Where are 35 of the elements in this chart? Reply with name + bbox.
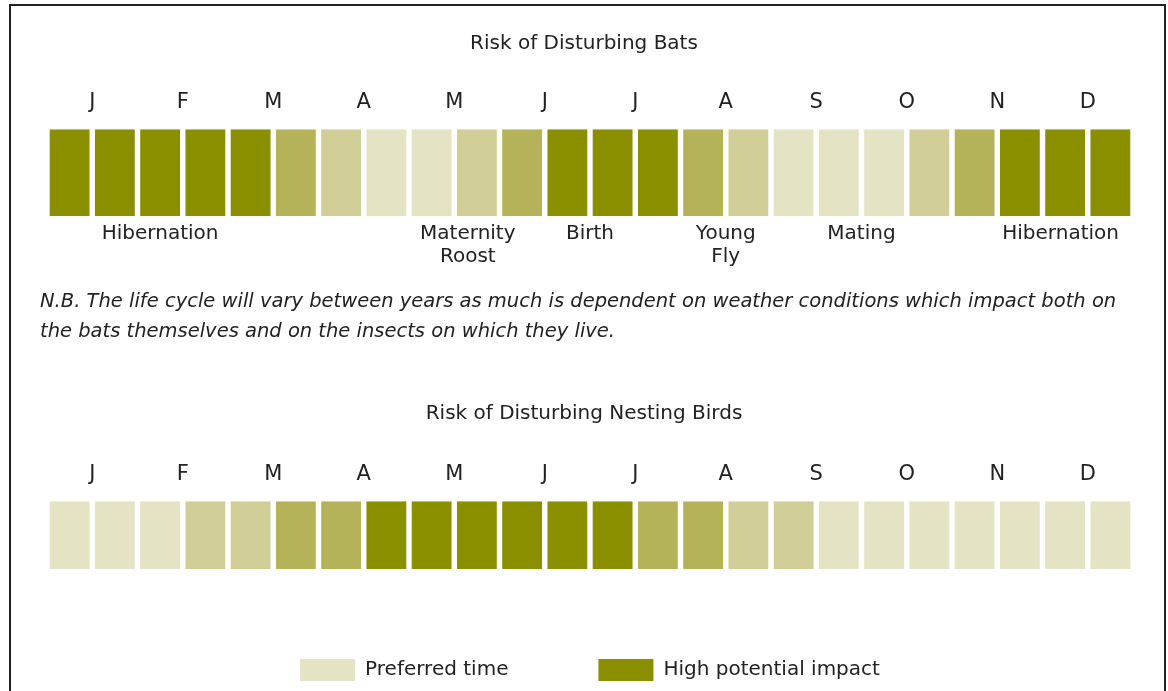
x-tick-label: D <box>1079 461 1096 486</box>
text: Birth <box>565 220 615 245</box>
x-tick-label: F <box>176 89 189 114</box>
x-tick-label: J <box>539 461 548 486</box>
x-tick-label: J <box>539 89 548 114</box>
x-tick-label: A <box>356 89 372 114</box>
legend-label: High potential impact <box>663 656 881 681</box>
chart-title: Risk of Disturbing Bats <box>469 30 699 54</box>
x-tick-label: D <box>1079 89 1096 114</box>
x-tick-label: S <box>809 89 823 114</box>
text: Maternity Roost <box>420 220 516 268</box>
x-tick-label: O <box>898 89 916 114</box>
x-tick-label: M <box>264 461 283 486</box>
text: Young Fly <box>694 220 756 268</box>
x-tick-label: M <box>264 89 283 114</box>
text: Hibernation <box>1002 220 1119 245</box>
x-tick-label: F <box>176 461 189 486</box>
x-tick-label: N <box>989 461 1006 486</box>
legend-label: Preferred time <box>365 656 509 681</box>
x-tick-label: A <box>718 89 734 114</box>
x-tick-label: O <box>898 461 916 486</box>
x-tick-label: N <box>989 89 1006 114</box>
chart-title: Risk of Disturbing Nesting Birds <box>424 400 744 424</box>
x-tick-label: J <box>630 89 639 114</box>
text: N.B. The life cycle will vary between years as much is dependent on weather conditions which impact both on the bats themselves and on the insects on which they live. <box>40 288 1118 344</box>
x-tick-label: M <box>445 461 464 486</box>
text: Hibernation <box>101 220 219 245</box>
x-tick-label: A <box>718 461 734 486</box>
x-tick-label: J <box>87 89 96 114</box>
x-tick-label: J <box>87 461 96 486</box>
x-tick-label: A <box>356 461 372 486</box>
x-tick-label: J <box>630 461 639 486</box>
x-tick-label: M <box>445 89 464 114</box>
x-tick-label: S <box>809 461 823 486</box>
text: Mating <box>827 220 896 245</box>
